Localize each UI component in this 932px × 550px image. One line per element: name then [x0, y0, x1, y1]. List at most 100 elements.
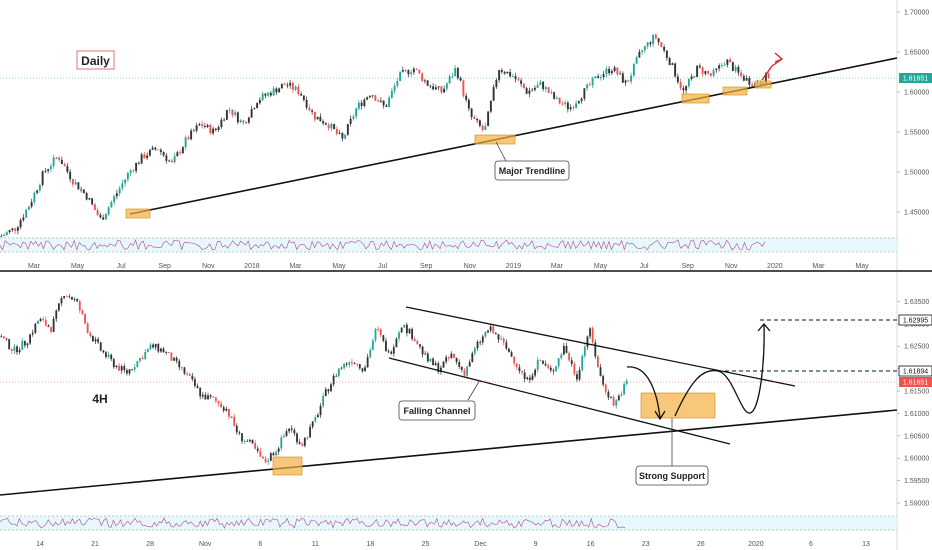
h4-channel-callout [398, 400, 476, 421]
candle-body [586, 84, 589, 89]
h4-projection-path [626, 324, 765, 419]
candle-body [168, 160, 171, 162]
candle-body [335, 375, 338, 377]
candle-body [494, 333, 497, 335]
candle-body [332, 375, 335, 385]
candle-body [544, 363, 547, 366]
candle-body [99, 214, 102, 218]
candle-body [620, 394, 623, 396]
candle-body [489, 100, 492, 112]
candle-body [726, 59, 729, 65]
candle-body [93, 204, 96, 211]
candle-body [269, 453, 272, 461]
candle-body [679, 82, 682, 89]
candle-body [176, 152, 179, 157]
candle-body [94, 339, 97, 342]
candle-body [234, 112, 237, 115]
candle-body [115, 365, 118, 368]
x-tick-label: 6 [809, 541, 813, 548]
candle-body [322, 395, 325, 406]
candle-body [82, 189, 85, 193]
candle-body [293, 429, 296, 434]
candle-body [533, 87, 536, 90]
candle-body [29, 334, 32, 344]
candle-body [157, 343, 160, 352]
candle-body [616, 67, 619, 75]
candle-body [186, 373, 189, 375]
candle-body [126, 173, 129, 180]
x-tick-label: 2020 [748, 541, 764, 548]
candle-body [327, 389, 330, 392]
candle-body [154, 147, 157, 150]
daily-title: Daily [81, 54, 110, 68]
h4-resistance-tag [898, 365, 932, 377]
candle-body [225, 110, 228, 120]
candle-body [261, 93, 264, 100]
candle-body [517, 79, 520, 81]
y-tick-label: 1.55000 [904, 130, 929, 137]
candle-body [671, 63, 674, 65]
candle-body [191, 375, 194, 380]
candle-body [476, 341, 479, 349]
candle-body [385, 340, 387, 352]
x-tick-label: Jul [117, 263, 126, 270]
candle-body [583, 346, 586, 356]
candle-body [214, 397, 217, 401]
daily-candles [0, 32, 770, 237]
candle-body [125, 370, 128, 374]
candle-body [162, 151, 165, 156]
candle-body [442, 361, 445, 368]
candle-body [553, 92, 556, 99]
y-tick-label: 1.61500 [904, 389, 929, 396]
candle-body [503, 71, 506, 74]
candle-body [531, 89, 534, 91]
candle-body [248, 439, 251, 442]
candle-body [575, 103, 578, 108]
candle-body [502, 338, 505, 343]
candle-body [429, 85, 432, 87]
candle-body [399, 71, 402, 81]
candle-body [557, 358, 560, 367]
candle-body [306, 437, 309, 439]
h4-target-tag [898, 314, 932, 326]
candle-body [467, 99, 470, 109]
candle-body [327, 124, 330, 129]
candle-body [262, 456, 264, 459]
candle-body [187, 137, 190, 140]
candle-body [487, 111, 490, 126]
candle-body [5, 232, 8, 235]
candle-body [682, 88, 685, 91]
candle-body [41, 171, 44, 185]
candle-body [426, 80, 429, 86]
candle-body [660, 42, 663, 47]
candle-body [404, 70, 407, 71]
candle-body [401, 70, 404, 72]
candle-body [696, 65, 699, 77]
candle-body [607, 391, 610, 398]
x-tick-label: 23 [642, 541, 650, 548]
candle-body [282, 435, 285, 438]
h4-time-axis: 14 21 28 Nov 6 11 18 25 Dec 9 16 23 26 2020 6 13 [36, 541, 870, 548]
daily-bullish-arrow [761, 58, 783, 81]
candle-body [288, 428, 291, 432]
candle-body [569, 107, 572, 110]
candle-body [110, 201, 113, 208]
candle-body [581, 355, 584, 370]
candle-body [183, 367, 186, 374]
candle-body [612, 397, 615, 406]
candle-body [16, 346, 18, 353]
candle-body [165, 352, 168, 353]
candle-body [58, 157, 61, 160]
candle-body [568, 352, 571, 361]
candle-body [272, 88, 275, 96]
candle-body [434, 363, 437, 366]
candle-body [408, 328, 411, 334]
candle-body [217, 127, 220, 130]
candle-body [303, 437, 306, 446]
candle-body [128, 369, 131, 374]
candle-body [39, 318, 42, 322]
candle-body [437, 86, 440, 88]
x-tick-label: Mar [812, 263, 825, 270]
candle-body [366, 356, 369, 368]
